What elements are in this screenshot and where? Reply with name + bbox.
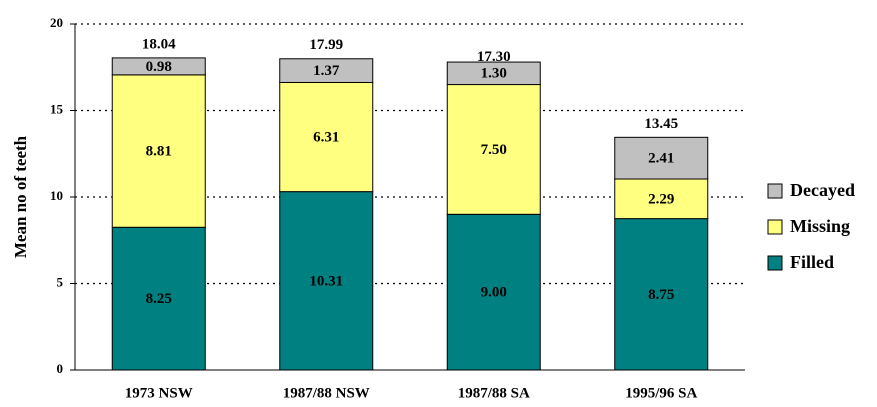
value-label: 8.75 (648, 287, 674, 303)
legend-label: Decayed (790, 180, 855, 200)
legend-swatch (767, 183, 783, 199)
value-label: 8.81 (146, 144, 172, 160)
value-label: 9.00 (481, 285, 507, 301)
value-label: 10.31 (309, 273, 343, 289)
y-tick-label: 5 (57, 274, 64, 289)
legend-swatch (767, 219, 783, 235)
y-tick-label: 10 (50, 188, 63, 203)
x-tick-label: 1987/88 NSW (283, 385, 370, 401)
bar-segment (111, 74, 206, 228)
x-tick-label: 1995/96 SA (625, 385, 697, 401)
bar-segment (614, 136, 709, 180)
value-label: 2.41 (648, 151, 674, 167)
legend-label: Missing (790, 216, 850, 236)
legend-swatch (767, 255, 783, 271)
total-label: 18.04 (142, 36, 176, 52)
total-label: 17.30 (477, 49, 511, 65)
value-label: 8.25 (146, 291, 172, 307)
bar-segment (614, 178, 709, 220)
value-label: 6.31 (313, 129, 339, 145)
bar-segment (614, 218, 709, 371)
x-tick-label: 1987/88 SA (458, 385, 530, 401)
total-label: 13.45 (644, 116, 678, 132)
bar-segment (279, 58, 374, 83)
bar-segment (446, 213, 541, 371)
value-label: 2.29 (648, 191, 674, 207)
y-axis-label: Mean no of teeth (11, 135, 30, 258)
y-tick-label: 15 (50, 101, 64, 116)
value-label: 1.37 (313, 63, 340, 79)
value-label: 1.30 (481, 66, 507, 82)
bar-segment (446, 61, 541, 86)
y-tick-label: 20 (50, 15, 63, 30)
value-label: 7.50 (481, 142, 507, 158)
y-tick-label: 0 (57, 361, 64, 376)
legend-label: Filled (790, 252, 834, 272)
value-label: 0.98 (146, 59, 172, 75)
bar-segment (111, 57, 206, 76)
x-tick-label: 1973 NSW (125, 385, 193, 401)
total-label: 17.99 (309, 37, 343, 53)
